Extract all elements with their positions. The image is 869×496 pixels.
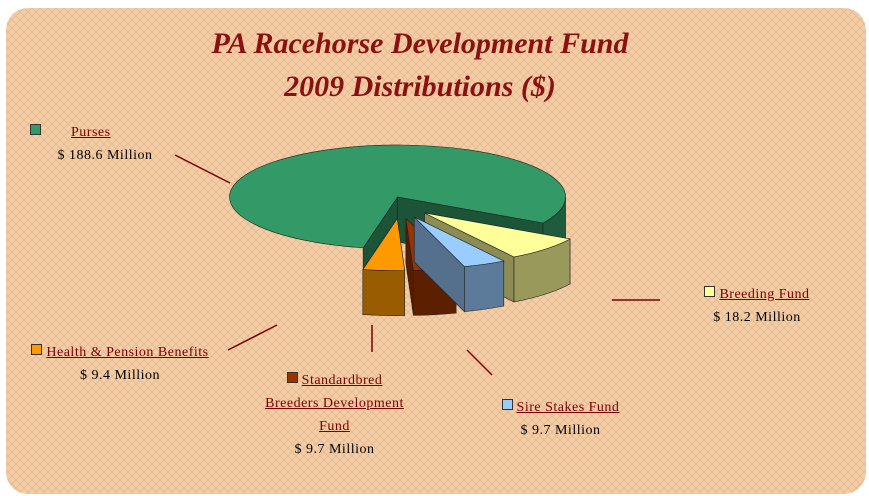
legend-swatch (704, 286, 716, 297)
slice-top (414, 216, 505, 267)
value-label: $ 18.2 Million (713, 310, 801, 325)
pie-slice (362, 217, 406, 316)
slice-top (229, 144, 566, 249)
legend-swatch (31, 344, 43, 355)
legend-entry: Purses (30, 121, 180, 144)
legend-swatch (286, 372, 298, 383)
pie-slice (413, 216, 505, 313)
slice-wall (464, 260, 505, 312)
category-label: Health & Pension Benefits (46, 345, 209, 360)
chart-subtitle: 2009 Distributions ($) (283, 70, 556, 103)
data-label: Sire Stakes Fund $ 9.7 Million (478, 396, 643, 442)
category-label: Breeding Fund (719, 287, 810, 302)
data-label: Standardbred Breeders Development Fund $ … (262, 369, 407, 461)
category-label: Sire Stakes Fund (516, 400, 620, 415)
slice-wall (362, 269, 406, 316)
value-label: $ 188.6 Million (57, 148, 153, 163)
legend-swatch (501, 399, 513, 410)
chart-title: PA Racehorse Development Fund (211, 27, 630, 60)
category-label: Purses (71, 125, 111, 140)
legend-entry: Breeding Fund (682, 283, 832, 306)
slice-top (424, 212, 571, 258)
data-label: Breeding Fund $ 18.2 Million (682, 283, 832, 329)
legend-entry: Sire Stakes Fund (478, 396, 643, 419)
leader-lines (174, 154, 660, 376)
legend-swatch (30, 124, 41, 135)
data-label: Purses $ 188.6 Million (30, 121, 180, 167)
value-label: $ 9.7 Million (294, 442, 375, 457)
value-label: $ 9.7 Million (520, 423, 601, 438)
legend-entry: Standardbred Breeders Development Fund (262, 369, 407, 438)
data-label: Health & Pension Benefits $ 9.4 Million (30, 341, 210, 387)
category-label: Standardbred Breeders Development Fund (265, 373, 404, 434)
value-label: $ 9.4 Million (79, 368, 160, 383)
slice-top (362, 217, 406, 271)
legend-entry: Health & Pension Benefits (30, 341, 210, 364)
